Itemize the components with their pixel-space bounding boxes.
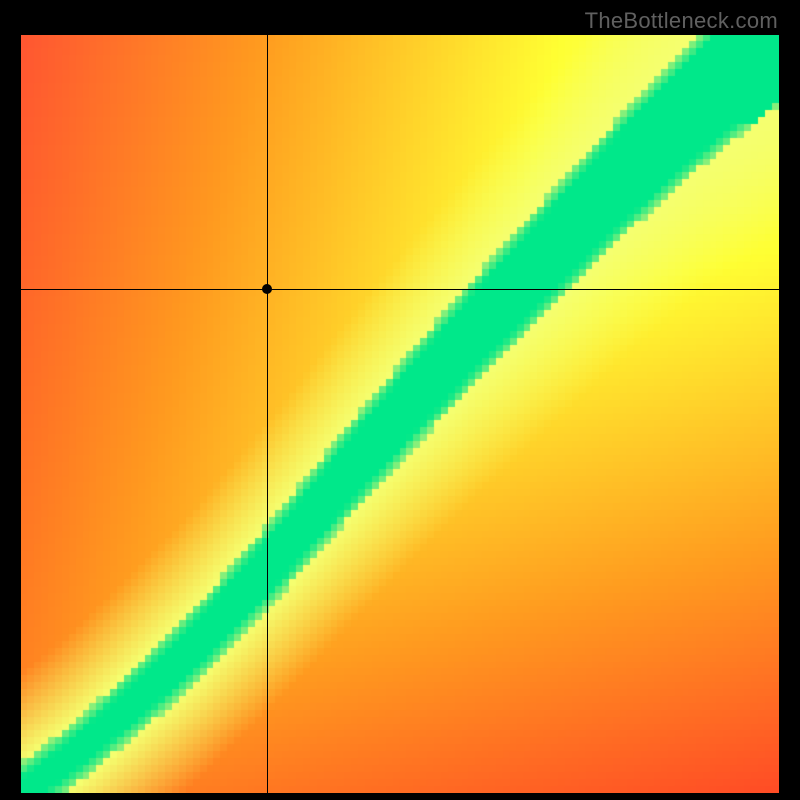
crosshair-horizontal [21, 289, 779, 290]
chart-root: TheBottleneck.com [0, 0, 800, 800]
watermark-text: TheBottleneck.com [585, 8, 778, 34]
crosshair-vertical [267, 35, 268, 793]
selection-marker [262, 284, 272, 294]
bottleneck-heatmap [21, 35, 779, 793]
